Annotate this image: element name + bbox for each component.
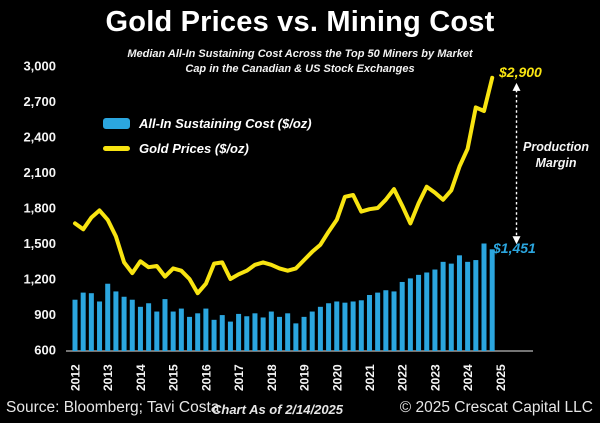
aisc-bar bbox=[440, 261, 446, 351]
aisc-bar bbox=[227, 321, 233, 351]
aisc-bar bbox=[481, 243, 487, 351]
aisc-bar bbox=[187, 316, 193, 351]
x-tick-label: 2019 bbox=[298, 364, 312, 391]
footer: Source: Bloomberg; Tavi Costa Chart As o… bbox=[0, 397, 600, 423]
x-tick-label: 2012 bbox=[69, 364, 83, 391]
aisc-bar bbox=[326, 303, 332, 351]
aisc-bar bbox=[465, 261, 471, 351]
aisc-bar bbox=[350, 301, 356, 351]
gold-price-line bbox=[73, 75, 495, 296]
y-tick-label: 1,200 bbox=[23, 272, 56, 287]
x-tick-label: 2022 bbox=[396, 364, 410, 391]
aisc-bar bbox=[137, 306, 143, 351]
x-tick-label: 2013 bbox=[101, 364, 115, 391]
aisc-bar bbox=[285, 313, 291, 351]
y-tick-label: 2,100 bbox=[23, 165, 56, 180]
y-tick-label: 2,400 bbox=[23, 130, 56, 145]
aisc-bar bbox=[391, 291, 397, 351]
chart-subtitle: Median All-In Sustaining Cost Across the… bbox=[127, 48, 473, 75]
aisc-bar bbox=[317, 306, 323, 351]
aisc-bar bbox=[448, 263, 454, 351]
y-tick-label: 900 bbox=[34, 307, 56, 322]
legend: All-In Sustaining Cost ($/oz) Gold Price… bbox=[103, 114, 312, 164]
aisc-bar bbox=[203, 308, 209, 351]
aisc-bar bbox=[72, 299, 78, 351]
as-of-date: Chart As of 2/14/2025 bbox=[212, 402, 344, 417]
source-credit: Source: Bloomberg; Tavi Costa bbox=[6, 399, 220, 416]
aisc-bar bbox=[342, 302, 348, 351]
aisc-bar bbox=[424, 272, 430, 351]
production-margin-arrow bbox=[512, 82, 521, 245]
legend-label-gold: Gold Prices ($/oz) bbox=[139, 140, 249, 156]
aisc-bar bbox=[383, 290, 389, 351]
x-tick-label: 2016 bbox=[199, 364, 213, 391]
aisc-bar bbox=[105, 283, 111, 351]
chart-title: Gold Prices vs. Mining Cost bbox=[105, 6, 495, 38]
aisc-bar bbox=[97, 301, 103, 351]
x-tick-label: 2018 bbox=[265, 364, 279, 391]
aisc-bar bbox=[358, 300, 364, 351]
aisc-bar bbox=[244, 316, 250, 351]
x-tick-label: 2021 bbox=[363, 364, 377, 391]
y-tick-label: 3,000 bbox=[23, 59, 56, 74]
aisc-bar bbox=[178, 308, 184, 351]
aisc-bar bbox=[399, 281, 405, 351]
y-tick-label: 1,500 bbox=[23, 236, 56, 251]
aisc-bar bbox=[309, 311, 315, 351]
production-margin-label: Production Margin bbox=[523, 140, 589, 171]
aisc-bar bbox=[432, 269, 438, 351]
aisc-bar bbox=[211, 319, 217, 351]
aisc-bar bbox=[293, 323, 299, 352]
aisc-bar bbox=[88, 293, 94, 351]
aisc-bar bbox=[407, 278, 413, 351]
x-axis-labels: 2012 2013 2014 2015 2016 2017 2018 2019 2020 2021… bbox=[69, 364, 508, 391]
gold-swatch-icon bbox=[103, 145, 130, 151]
aisc-bar bbox=[252, 313, 258, 351]
aisc-bar bbox=[334, 301, 340, 351]
aisc-bar bbox=[195, 313, 201, 351]
legend-item-aisc: All-In Sustaining Cost ($/oz) bbox=[103, 114, 312, 132]
aisc-bar bbox=[301, 316, 307, 351]
aisc-bar bbox=[489, 249, 495, 351]
aisc-bar bbox=[170, 311, 176, 351]
x-tick-label: 2025 bbox=[494, 364, 508, 391]
y-axis-labels: 600 900 1,200 1,500 1,800 2,100 2,400 2,700 3,00… bbox=[23, 59, 56, 358]
aisc-bar bbox=[416, 274, 422, 351]
legend-item-gold: Gold Prices ($/oz) bbox=[103, 139, 312, 157]
aisc-bar bbox=[121, 296, 127, 351]
aisc-bar bbox=[277, 316, 282, 351]
y-tick-label: 2,700 bbox=[23, 94, 56, 109]
legend-label-aisc: All-In Sustaining Cost ($/oz) bbox=[139, 115, 312, 131]
aisc-bar bbox=[219, 315, 225, 351]
aisc-bar bbox=[366, 294, 372, 351]
aisc-callout: $1,451 bbox=[493, 240, 536, 256]
aisc-bar bbox=[236, 313, 242, 351]
copyright: © 2025 Crescat Capital LLC bbox=[399, 399, 593, 416]
aisc-bar bbox=[129, 299, 135, 351]
gold-price-callout: $2,900 bbox=[499, 64, 542, 80]
x-tick-label: 2023 bbox=[428, 364, 442, 391]
y-tick-label: 600 bbox=[34, 343, 56, 358]
aisc-bar bbox=[113, 291, 119, 351]
x-tick-label: 2024 bbox=[461, 364, 475, 391]
x-tick-label: 2015 bbox=[167, 364, 181, 391]
aisc-bar bbox=[146, 303, 152, 351]
aisc-bar bbox=[154, 311, 160, 351]
x-tick-label: 2020 bbox=[330, 364, 344, 391]
aisc-bar bbox=[375, 292, 381, 351]
aisc-bar bbox=[268, 311, 274, 351]
aisc-bar bbox=[162, 299, 168, 351]
x-tick-label: 2017 bbox=[232, 364, 246, 391]
x-tick-label: 2014 bbox=[134, 364, 148, 391]
aisc-bar bbox=[80, 292, 86, 351]
aisc-bar bbox=[473, 260, 479, 351]
y-tick-label: 1,800 bbox=[23, 201, 56, 216]
aisc-bar bbox=[456, 255, 462, 351]
aisc-swatch-icon bbox=[103, 117, 130, 129]
aisc-bar bbox=[260, 317, 266, 351]
aisc-bars bbox=[72, 243, 495, 352]
